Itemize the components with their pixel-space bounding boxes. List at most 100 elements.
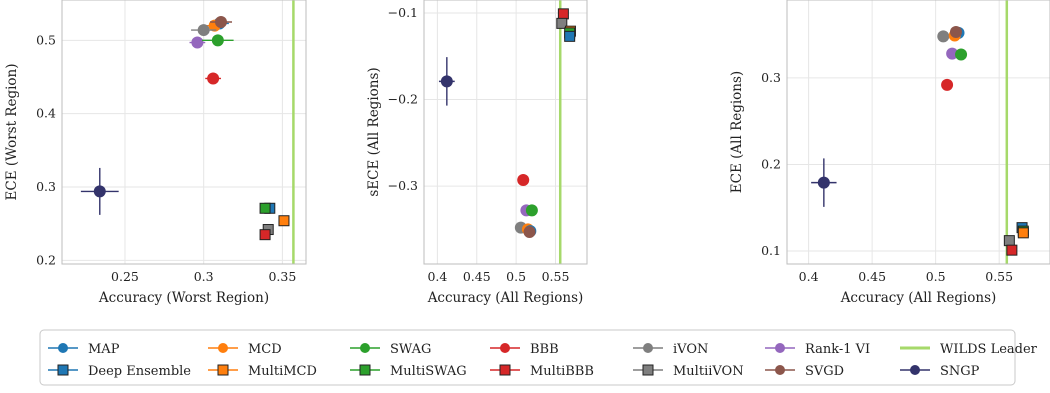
y-tick-label: 0.3 bbox=[36, 179, 56, 194]
x-tick-label: 0.55 bbox=[542, 269, 570, 284]
legend-item-svgd: SVGD bbox=[765, 364, 844, 379]
y-axis-label: ECE (Worst Region) bbox=[4, 64, 20, 201]
legend-label: SNGP bbox=[940, 364, 980, 379]
point-swag bbox=[525, 204, 538, 217]
circle-marker bbox=[937, 30, 950, 43]
square-marker bbox=[1003, 235, 1015, 247]
legend-item-multiivon: MultiiVON bbox=[633, 364, 744, 379]
point-multiivon bbox=[556, 17, 568, 29]
circle-marker bbox=[946, 47, 959, 60]
square-marker bbox=[557, 8, 569, 20]
point-multibbb bbox=[259, 229, 271, 241]
y-tick-label: 0.2 bbox=[761, 156, 781, 171]
legend-item-mcd: MCD bbox=[208, 342, 282, 357]
square-marker bbox=[259, 229, 271, 241]
y-tick-label: 0.3 bbox=[761, 70, 781, 85]
circle-marker bbox=[214, 16, 227, 28]
square-marker bbox=[259, 202, 271, 214]
legend-item-multiswag: MultiSWAG bbox=[350, 364, 467, 379]
circle-marker bbox=[949, 26, 962, 39]
point-multiswag bbox=[259, 202, 271, 214]
legend-circle-marker bbox=[360, 343, 370, 353]
legend: MAP Deep Ensemble MCD MultiMCD SWAG MultiSWAG… bbox=[39, 329, 1038, 386]
legend-square-marker bbox=[57, 364, 69, 376]
circle-marker bbox=[191, 36, 204, 49]
legend-circle-marker bbox=[910, 365, 920, 375]
circle-marker bbox=[211, 34, 224, 47]
point-svgd bbox=[949, 26, 962, 39]
y-tick-label: −0.3 bbox=[388, 178, 418, 193]
legend-item-rank-1-vi: Rank-1 VI bbox=[765, 342, 870, 357]
legend-label: WILDS Leader bbox=[940, 342, 1038, 357]
square-marker bbox=[1006, 244, 1018, 256]
point-multimcd bbox=[278, 215, 290, 227]
legend-label: BBB bbox=[530, 342, 559, 357]
plot-frame bbox=[61, 0, 307, 265]
circle-marker bbox=[207, 72, 220, 85]
circle-marker bbox=[93, 185, 106, 198]
circle-marker bbox=[525, 204, 538, 217]
x-tick-label: 0.3 bbox=[194, 269, 214, 284]
y-axis-label: ECE (All Regions) bbox=[729, 71, 745, 193]
x-tick-label: 0.55 bbox=[985, 269, 1013, 284]
y-tick-label: 0.4 bbox=[36, 106, 56, 121]
legend-label: Deep Ensemble bbox=[88, 364, 191, 379]
point-rank-1-vi bbox=[189, 36, 206, 49]
point-svgd bbox=[523, 225, 536, 238]
point-svgd bbox=[209, 16, 233, 28]
x-tick-label: 0.5 bbox=[506, 269, 526, 284]
x-axis-label: Accuracy (All Regions) bbox=[427, 290, 584, 306]
square-marker bbox=[564, 30, 576, 42]
legend-circle-marker bbox=[643, 343, 653, 353]
legend-square-marker bbox=[217, 364, 229, 376]
y-axis-label: sECE (All Regions) bbox=[366, 67, 382, 196]
plot-frame bbox=[786, 0, 1050, 265]
legend-label: MultiBBB bbox=[530, 364, 594, 379]
legend-circle-marker bbox=[500, 343, 510, 353]
circle-marker bbox=[440, 75, 453, 88]
y-tick-label: −0.1 bbox=[388, 5, 418, 20]
legend-item-bbb: BBB bbox=[490, 342, 559, 357]
point-bbb bbox=[517, 174, 530, 187]
legend-label: SVGD bbox=[805, 364, 844, 379]
point-multibbb bbox=[557, 8, 569, 20]
y-tick-label: 0.5 bbox=[36, 32, 56, 47]
legend-item-sngp: SNGP bbox=[900, 364, 980, 379]
plot-frame bbox=[423, 0, 588, 265]
legend-square-marker bbox=[359, 364, 371, 376]
circle-marker bbox=[955, 48, 968, 61]
legend-label: MultiSWAG bbox=[390, 364, 467, 379]
x-tick-label: 0.4 bbox=[427, 269, 447, 284]
x-tick-label: 0.4 bbox=[799, 269, 819, 284]
legend-circle-marker bbox=[775, 343, 785, 353]
point-sngp bbox=[438, 57, 455, 106]
legend-label: MultiMCD bbox=[248, 364, 317, 379]
circle-marker bbox=[941, 78, 954, 91]
legend-item-multibbb: MultiBBB bbox=[490, 364, 594, 379]
legend-label: MCD bbox=[248, 342, 282, 357]
point-multibbb bbox=[1006, 244, 1018, 256]
legend-label: iVON bbox=[673, 342, 708, 357]
point-bbb bbox=[941, 78, 954, 91]
point-ivon bbox=[937, 30, 950, 43]
point-deep-ensemble bbox=[564, 30, 576, 42]
y-tick-label: −0.2 bbox=[388, 92, 418, 107]
point-swag bbox=[202, 34, 234, 47]
legend-circle-marker bbox=[218, 343, 228, 353]
legend-label: Rank-1 VI bbox=[805, 342, 870, 357]
legend-label: SWAG bbox=[390, 342, 431, 357]
point-swag bbox=[955, 48, 968, 61]
x-tick-label: 0.5 bbox=[926, 269, 946, 284]
panel-all-regions-sece: 0.4 0.45 0.5 0.55 −0.3 −0.2 −0.1 Accuracy (All … bbox=[366, 0, 588, 306]
point-multimcd bbox=[1017, 227, 1029, 239]
x-tick-label: 0.25 bbox=[111, 269, 139, 284]
legend-item-wilds-leader: WILDS Leader bbox=[900, 342, 1038, 357]
x-axis-label: Accuracy (All Regions) bbox=[840, 290, 997, 306]
legend-square-marker bbox=[499, 364, 511, 376]
square-marker bbox=[278, 215, 290, 227]
x-axis-label: Accuracy (Worst Region) bbox=[98, 290, 269, 306]
point-sngp bbox=[811, 158, 837, 207]
legend-item-ivon: iVON bbox=[633, 342, 708, 357]
point-multiivon bbox=[1003, 235, 1015, 247]
